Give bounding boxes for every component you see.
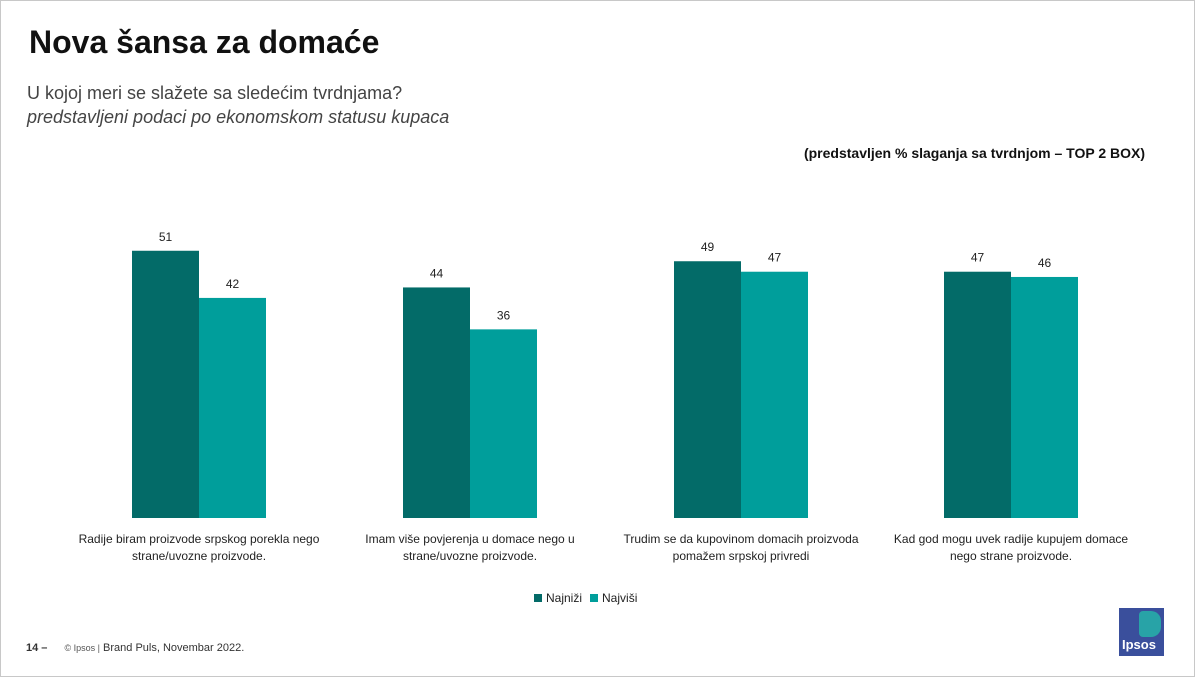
category-label-1-line-1: Radije biram proizvode srpskog porekla n… xyxy=(79,532,320,546)
category-label-3-line-1: Trudim se da kupovinom domacih proizvoda xyxy=(623,532,858,546)
legend-item-najnizi: Najniži xyxy=(534,591,582,605)
data-label-najvisi-1: 42 xyxy=(226,277,240,291)
bar-najnizi-1 xyxy=(132,250,199,518)
legend-label-najvisi: Najviši xyxy=(602,591,638,605)
logo-shape xyxy=(1139,611,1161,637)
page-title: Nova šansa za domaće xyxy=(29,24,380,60)
copyright: © Ipsos | xyxy=(64,643,100,653)
bar-najvisi-3 xyxy=(741,271,808,518)
category-label-3-line-2: pomažem srpskoj privredi xyxy=(673,549,810,563)
data-label-najnizi-2: 44 xyxy=(430,266,444,280)
data-label-najvisi-3: 47 xyxy=(768,251,782,265)
chart-note: (predstavljen % slaganja sa tvrdnjom – T… xyxy=(803,145,1145,161)
category-label-1-line-2: strane/uvozne proizvode. xyxy=(132,549,266,563)
bar-najvisi-2 xyxy=(470,329,537,518)
data-label-najnizi-4: 47 xyxy=(971,251,985,265)
bar-najvisi-4 xyxy=(1011,276,1078,518)
legend-label-najnizi: Najniži xyxy=(546,591,583,605)
category-label-4-line-1: Kad god mogu uvek radije kupujem domace xyxy=(894,532,1128,546)
page-number: 14 – xyxy=(26,642,48,654)
source-text: Brand Puls, Novembar 2022. xyxy=(103,642,245,654)
legend-swatch-najnizi xyxy=(534,594,542,602)
logo-text: Ipsos xyxy=(1122,637,1156,652)
bar-najnizi-3 xyxy=(674,261,741,518)
bar-najnizi-4 xyxy=(944,271,1011,518)
subtitle: U kojoj meri se slažete sa sledećim tvrd… xyxy=(27,83,403,103)
data-label-najnizi-3: 49 xyxy=(701,240,715,254)
footer: 14 – © Ipsos | Brand Puls, Novembar 2022… xyxy=(26,642,244,654)
category-label-2-line-2: strane/uvozne proizvode. xyxy=(403,549,537,563)
legend-swatch-najvisi xyxy=(590,594,599,602)
subtitle-italic: predstavljeni podaci po ekonomskom statu… xyxy=(27,107,450,127)
bar-najvisi-1 xyxy=(199,297,266,518)
data-label-najnizi-1: 51 xyxy=(159,230,173,244)
category-label-2-line-1: Imam više povjerenja u domace nego u xyxy=(365,532,574,546)
data-label-najvisi-4: 46 xyxy=(1038,256,1052,270)
chart-legend: Najniži Najviši xyxy=(534,591,645,605)
category-label-4-line-2: nego strane proizvode. xyxy=(950,549,1072,563)
legend-item-najvisi: Najviši xyxy=(590,591,637,605)
ipsos-logo: Ipsos xyxy=(1119,608,1164,656)
data-label-najvisi-2: 36 xyxy=(497,308,511,322)
bar-najnizi-2 xyxy=(403,287,470,518)
